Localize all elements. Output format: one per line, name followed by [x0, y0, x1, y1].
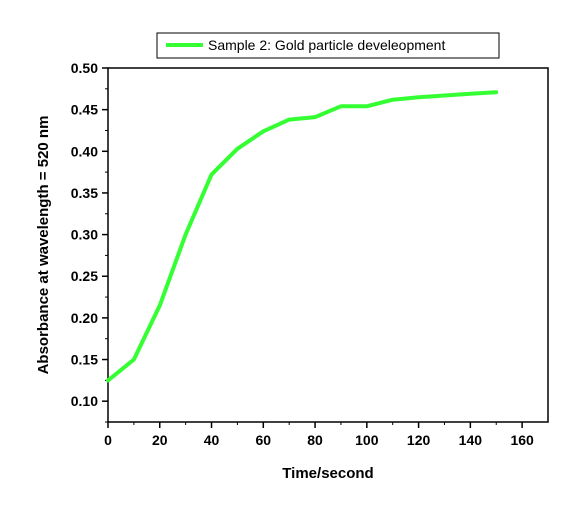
x-tick-label: 160	[510, 432, 534, 448]
y-tick-label: 0.35	[71, 185, 98, 201]
y-tick-label: 0.45	[71, 102, 98, 118]
y-axis-title: Absorbance at wavelength = 520 nm	[35, 116, 52, 375]
x-tick-label: 100	[355, 432, 379, 448]
y-tick-label: 0.20	[71, 310, 98, 326]
y-tick-label: 0.25	[71, 268, 98, 284]
x-tick-label: 140	[459, 432, 483, 448]
series-layer	[106, 90, 499, 383]
x-tick-label: 0	[104, 432, 112, 448]
y-tick-label: 0.15	[71, 352, 98, 368]
legend: Sample 2: Gold particle develeopment	[156, 32, 500, 59]
x-tick-label: 60	[256, 432, 272, 448]
x-tick-label: 20	[152, 432, 168, 448]
x-axis-title: Time/second	[282, 465, 373, 482]
y-tick-label: 0.30	[71, 227, 98, 243]
x-tick-label: 80	[307, 432, 323, 448]
plot-frame	[107, 67, 549, 423]
y-tick-label: 0.10	[71, 393, 98, 409]
y-axis: 0.10 0.15 0.20 0.25 0.30 0.35 0.40 0.45 0.50	[71, 60, 108, 423]
x-axis: 0 20 40 60 80 100 120 140 160	[104, 422, 534, 448]
legend-label: Sample 2: Gold particle develeopment	[208, 37, 445, 53]
x-tick-label: 120	[407, 432, 431, 448]
series-line	[106, 90, 499, 383]
y-tick-label: 0.50	[71, 60, 98, 76]
x-tick-label: 40	[204, 432, 220, 448]
legend-box	[156, 32, 500, 59]
y-tick-label: 0.40	[71, 143, 98, 159]
